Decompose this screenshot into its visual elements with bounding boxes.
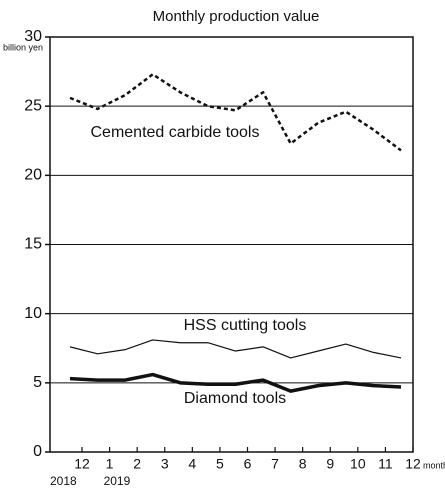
- y-unit: billion yen: [3, 42, 43, 52]
- y-tick-label: 5: [33, 374, 42, 391]
- x-tick-label: 1: [106, 456, 114, 472]
- x-tick-label: 5: [216, 456, 224, 472]
- y-tick-label: 10: [24, 305, 42, 322]
- x-tick-label: 12: [405, 456, 421, 472]
- series-label: HSS cutting tools: [184, 317, 307, 334]
- x-tick-label: 2: [133, 456, 141, 472]
- y-tick-label: 20: [24, 167, 42, 184]
- x-tick-label: 12: [74, 456, 90, 472]
- y-tick-label: 30: [24, 28, 42, 45]
- x-tick-label: 4: [188, 456, 196, 472]
- year-label: 2018: [50, 474, 77, 488]
- series-line: [69, 372, 402, 393]
- x-tick-label: 6: [244, 456, 252, 472]
- series-label: Diamond tools: [184, 390, 286, 407]
- x-tick-label: 8: [299, 456, 307, 472]
- y-tick-label: 0: [33, 443, 42, 460]
- y-tick-label: 15: [24, 236, 42, 253]
- chart-title: Monthly production value: [153, 8, 320, 25]
- x-tick-label: 3: [161, 456, 169, 472]
- x-tick-label: 7: [271, 456, 279, 472]
- x-unit: month: [423, 460, 445, 470]
- y-tick-label: 25: [24, 97, 42, 114]
- year-label: 2019: [104, 474, 131, 488]
- x-tick-label: 9: [326, 456, 334, 472]
- series-label: Cemented carbide tools: [91, 124, 260, 141]
- x-tick-label: 11: [378, 456, 393, 472]
- x-tick-label: 10: [350, 456, 366, 472]
- series-line: [69, 339, 402, 359]
